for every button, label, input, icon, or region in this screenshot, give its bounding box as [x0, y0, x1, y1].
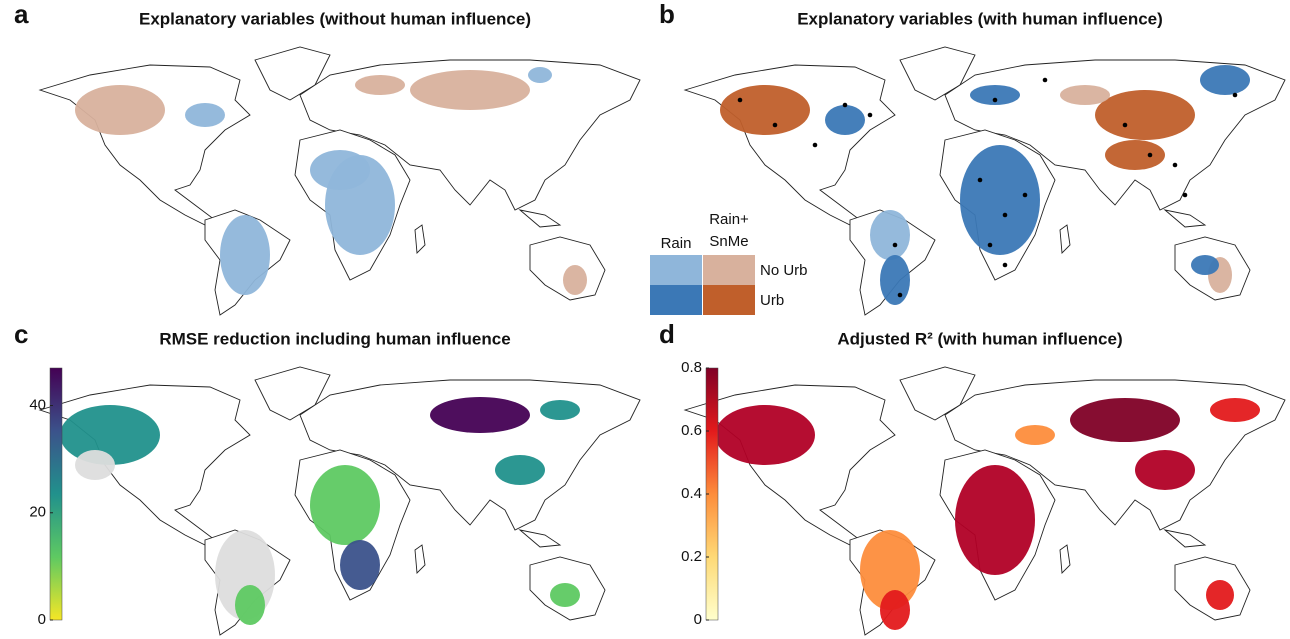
region — [528, 67, 552, 83]
region — [870, 210, 910, 260]
colorbar-tick-label: 0.6 — [681, 422, 702, 439]
world-map — [39, 46, 641, 316]
panel-title: RMSE reduction including human influence — [159, 329, 510, 348]
site-dot — [867, 112, 873, 118]
region — [495, 455, 545, 485]
region — [1070, 398, 1180, 442]
colorbar-tick-label: 20 — [29, 504, 46, 521]
world-map — [684, 366, 1286, 636]
panel: b Explanatory variables (with human influ… — [650, 0, 1286, 316]
site-dot — [1232, 92, 1238, 98]
region — [540, 400, 580, 420]
colorbar-tick-label: 0.4 — [681, 485, 702, 502]
site-dot — [1182, 192, 1188, 198]
site-dot — [1122, 122, 1128, 128]
region — [970, 85, 1020, 105]
region — [340, 540, 380, 590]
legend-header: Rain+ — [709, 211, 749, 228]
region — [185, 103, 225, 127]
region — [235, 585, 265, 625]
region — [1206, 580, 1234, 610]
region — [880, 255, 910, 305]
region — [220, 215, 270, 295]
region — [355, 75, 405, 95]
region — [960, 145, 1040, 255]
site-dot — [987, 242, 993, 248]
region — [430, 397, 530, 433]
site-dot — [1172, 162, 1178, 168]
panel-title: Explanatory variables (with human influe… — [797, 9, 1163, 28]
site-dot — [897, 292, 903, 298]
site-dot — [737, 97, 743, 103]
world-map — [684, 46, 1286, 316]
region — [1200, 65, 1250, 95]
region — [955, 465, 1035, 575]
legend-swatch — [703, 255, 755, 285]
world-map — [39, 366, 641, 636]
site-dot — [1022, 192, 1028, 198]
site-dot — [772, 122, 778, 128]
panel: c RMSE reduction including human influenc… — [14, 319, 641, 636]
panel: d Adjusted R² (with human influence) 0 0.2 0… — [659, 319, 1286, 636]
site-dot — [1042, 77, 1048, 83]
legend-header: Rain — [661, 235, 692, 252]
region — [60, 405, 160, 465]
region — [1060, 85, 1110, 105]
legend-swatch — [650, 255, 702, 285]
site-dot — [812, 142, 818, 148]
colorbar-tick-label: 40 — [29, 397, 46, 414]
panel: a Explanatory variables (without human in… — [14, 0, 641, 316]
site-dot — [1002, 212, 1008, 218]
region — [563, 265, 587, 295]
site-dot — [1147, 152, 1153, 158]
region — [860, 530, 920, 610]
site-dot — [842, 102, 848, 108]
region — [1015, 425, 1055, 445]
legend-label: Urb — [760, 292, 784, 309]
panel-title: Explanatory variables (without human inf… — [139, 9, 531, 28]
panel-letter: c — [14, 319, 28, 349]
colorbar-tick-label: 0.2 — [681, 548, 702, 565]
legend-label: No Urb — [760, 262, 808, 279]
region — [310, 150, 370, 190]
region — [1135, 450, 1195, 490]
region — [75, 450, 115, 480]
region — [825, 105, 865, 135]
region — [550, 583, 580, 607]
legend-swatch — [703, 285, 755, 315]
region — [720, 85, 810, 135]
site-dot — [892, 242, 898, 248]
region — [1095, 90, 1195, 140]
region — [410, 70, 530, 110]
colorbar — [49, 367, 63, 621]
region — [880, 590, 910, 630]
colorbar-tick-label: 0 — [694, 611, 702, 628]
region — [1210, 398, 1260, 422]
legend-header: SnMe — [709, 233, 748, 250]
colorbar-tick-label: 0.8 — [681, 359, 702, 376]
region — [310, 465, 380, 545]
panel-title: Adjusted R² (with human influence) — [837, 329, 1122, 348]
colorbar-tick-label: 0 — [38, 611, 46, 628]
panel-letter: a — [14, 0, 29, 29]
region — [1191, 255, 1219, 275]
panel-letter: b — [659, 0, 675, 29]
site-dot — [977, 177, 983, 183]
panel-letter: d — [659, 319, 675, 349]
legend-swatch — [650, 285, 702, 315]
site-dot — [1002, 262, 1008, 268]
region — [715, 405, 815, 465]
region — [75, 85, 165, 135]
site-dot — [992, 97, 998, 103]
region — [1105, 140, 1165, 170]
